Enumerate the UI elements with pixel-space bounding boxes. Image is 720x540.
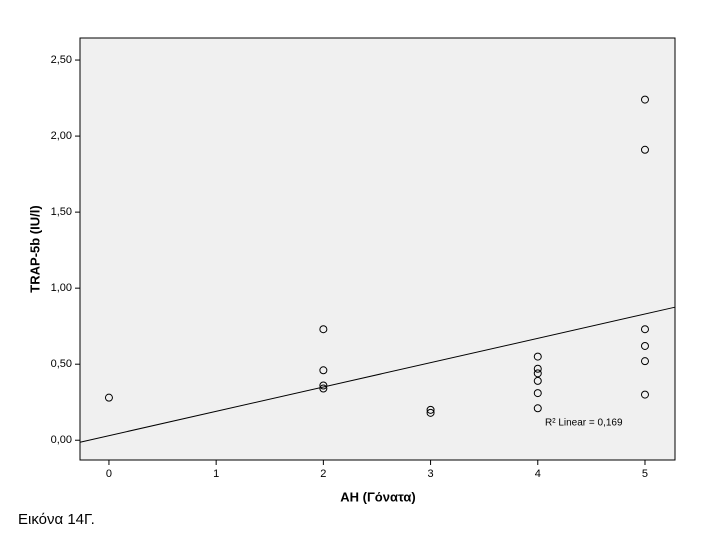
point xyxy=(533,369,542,378)
y-tick-label: 1,00 xyxy=(51,282,72,294)
y-tick-label: 0,00 xyxy=(51,434,72,446)
y-tick-label: 0,50 xyxy=(51,358,72,370)
fit-line xyxy=(79,306,676,443)
point xyxy=(426,405,435,414)
point xyxy=(104,393,113,402)
x-tick-label: 3 xyxy=(428,468,434,480)
point xyxy=(319,325,328,334)
point xyxy=(533,389,542,398)
point xyxy=(319,384,328,393)
point xyxy=(640,390,649,399)
y-tick-label: 1,50 xyxy=(51,206,72,218)
point xyxy=(319,381,328,390)
point xyxy=(533,404,542,413)
x-tick-label: 0 xyxy=(106,468,112,480)
point xyxy=(533,364,542,373)
annotation: R² Linear = 0,169 xyxy=(545,418,623,429)
point xyxy=(533,352,542,361)
caption: Εικόνα 14Γ. xyxy=(18,511,95,528)
y-tick-label: 2,50 xyxy=(51,54,72,66)
point xyxy=(640,145,649,154)
x-tick-label: 1 xyxy=(213,468,219,480)
point xyxy=(640,325,649,334)
point xyxy=(640,357,649,366)
point xyxy=(426,408,435,417)
x-tick-label: 4 xyxy=(535,468,541,480)
y-tick-label: 2,00 xyxy=(51,130,72,142)
x-tick-label: 5 xyxy=(642,468,648,480)
x-tick-label: 2 xyxy=(320,468,326,480)
x-axis-label: AH (Γόνατα) xyxy=(340,489,415,504)
y-axis-label: TRAP-5b (IU/l) xyxy=(27,205,42,292)
point xyxy=(640,341,649,350)
point xyxy=(533,376,542,385)
point xyxy=(640,95,649,104)
plot-area xyxy=(79,37,676,461)
point xyxy=(319,366,328,375)
